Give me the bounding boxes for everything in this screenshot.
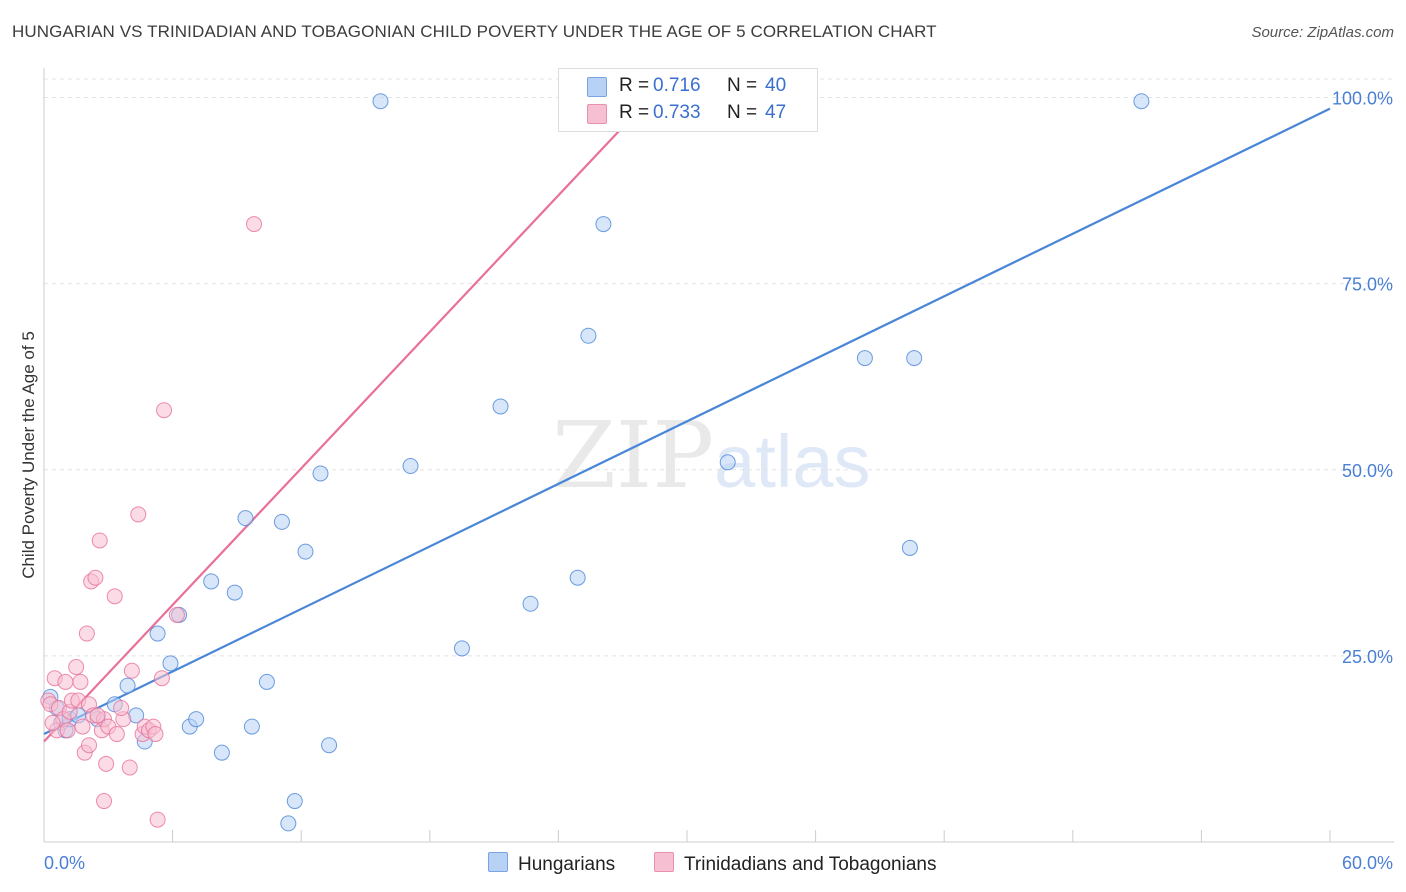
point-trinidadians-29 (121, 759, 138, 776)
bottom-legend-swatch-trinidadians (654, 852, 674, 872)
point-hungarians-23 (280, 815, 297, 832)
point-hungarians-12 (162, 655, 179, 672)
legend-swatch-hungarians (587, 77, 607, 97)
legend-r-label: R = (619, 75, 650, 96)
point-trinidadians-39 (156, 402, 173, 419)
point-hungarians-15 (188, 711, 205, 728)
trend-lines (43, 96, 1331, 743)
point-hungarians-26 (312, 465, 329, 482)
point-hungarians-33 (569, 569, 586, 586)
point-trinidadians-16 (81, 737, 98, 754)
chart-title: HUNGARIAN VS TRINIDADIAN AND TOBAGONIAN … (12, 22, 937, 41)
point-hungarians-20 (243, 718, 260, 735)
point-hungarians-22 (273, 513, 290, 530)
point-trinidadians-14 (78, 625, 95, 642)
bottom-legend-swatch-hungarians (488, 852, 508, 872)
point-hungarians-32 (522, 595, 539, 612)
trend-line-hungarians (43, 107, 1331, 736)
y-axis-label: Child Poverty Under the Age of 5 (19, 331, 38, 579)
point-hungarians-18 (226, 584, 243, 601)
x-tick-label-1: 60.0% (1342, 853, 1393, 873)
point-hungarians-30 (453, 640, 470, 657)
point-trinidadians-45 (89, 707, 106, 724)
point-trinidadians-46 (113, 699, 130, 716)
point-trinidadians-30 (123, 662, 140, 679)
point-hungarians-21 (258, 673, 275, 690)
point-trinidadians-31 (130, 506, 147, 523)
point-trinidadians-12 (74, 718, 91, 735)
legend-n-label: N = (727, 102, 758, 123)
y-tick-label-3: 100.0% (1332, 89, 1393, 109)
watermark-zip: ZIP (552, 402, 715, 509)
legend-swatch-trinidadians (587, 104, 607, 124)
bottom-legend-hungarians: Hungarians (488, 852, 615, 876)
data-points (40, 89, 1150, 832)
trend-line-trinidadians (43, 96, 652, 743)
watermark-atlas: atlas (714, 420, 871, 503)
point-hungarians-11 (149, 625, 166, 642)
point-trinidadians-36 (147, 726, 164, 743)
point-hungarians-17 (213, 744, 230, 761)
y-tick-label-0: 25.0% (1342, 647, 1393, 667)
point-trinidadians-20 (91, 532, 108, 549)
point-trinidadians-9 (68, 659, 85, 676)
bottom-legend-label-trinidadians: Trinidadians and Tobagonians (684, 854, 937, 875)
point-hungarians-37 (856, 350, 873, 367)
point-hungarians-28 (372, 93, 389, 110)
point-trinidadians-23 (96, 793, 113, 810)
legend-r-label: R = (619, 102, 650, 123)
legend-r-value: 0.716 (653, 75, 701, 96)
axes (43, 68, 1394, 843)
y-tick-label-2: 75.0% (1342, 275, 1393, 295)
legend: R = 0.716 N = 40 R = 0.733 N = 47 (558, 68, 818, 132)
point-hungarians-8 (119, 677, 136, 694)
legend-r-value: 0.733 (653, 102, 701, 123)
point-hungarians-35 (595, 216, 612, 233)
point-hungarians-27 (321, 737, 338, 754)
bottom-legend-label-hungarians: Hungarians (518, 854, 616, 875)
point-trinidadians-41 (246, 216, 263, 233)
point-hungarians-24 (286, 793, 303, 810)
point-hungarians-29 (402, 458, 419, 475)
watermark: ZIPatlas (552, 402, 870, 509)
x-tick-label-0: 0.0% (44, 853, 85, 873)
point-hungarians-16 (203, 573, 220, 590)
point-hungarians-25 (297, 543, 314, 560)
point-hungarians-34 (580, 327, 597, 344)
point-hungarians-36 (719, 454, 736, 471)
legend-n-value: 40 (765, 75, 787, 96)
tick-labels: 25.0% 50.0% 75.0% 100.0% 0.0% 60.0% (44, 89, 1393, 874)
point-trinidadians-40 (168, 606, 185, 623)
point-trinidadians-6 (57, 673, 74, 690)
point-trinidadians-11 (72, 673, 89, 690)
point-trinidadians-27 (108, 726, 125, 743)
point-hungarians-31 (492, 398, 509, 415)
point-hungarians-40 (1133, 93, 1150, 110)
grid (44, 78, 1394, 657)
point-trinidadians-44 (59, 722, 76, 739)
point-trinidadians-19 (87, 569, 104, 586)
point-trinidadians-24 (98, 755, 115, 772)
point-hungarians-39 (906, 350, 923, 367)
point-trinidadians-37 (149, 811, 166, 828)
source-label: Source: ZipAtlas.com (1251, 24, 1394, 41)
legend-n-label: N = (727, 75, 758, 96)
point-hungarians-38 (901, 539, 918, 556)
point-hungarians-19 (237, 510, 254, 527)
y-tick-label-1: 50.0% (1342, 461, 1393, 481)
point-trinidadians-38 (153, 670, 170, 687)
point-trinidadians-43 (44, 714, 61, 731)
bottom-legend-trinidadians: Trinidadians and Tobagonians (654, 852, 936, 876)
point-trinidadians-26 (106, 588, 123, 605)
legend-n-value: 47 (765, 102, 787, 123)
